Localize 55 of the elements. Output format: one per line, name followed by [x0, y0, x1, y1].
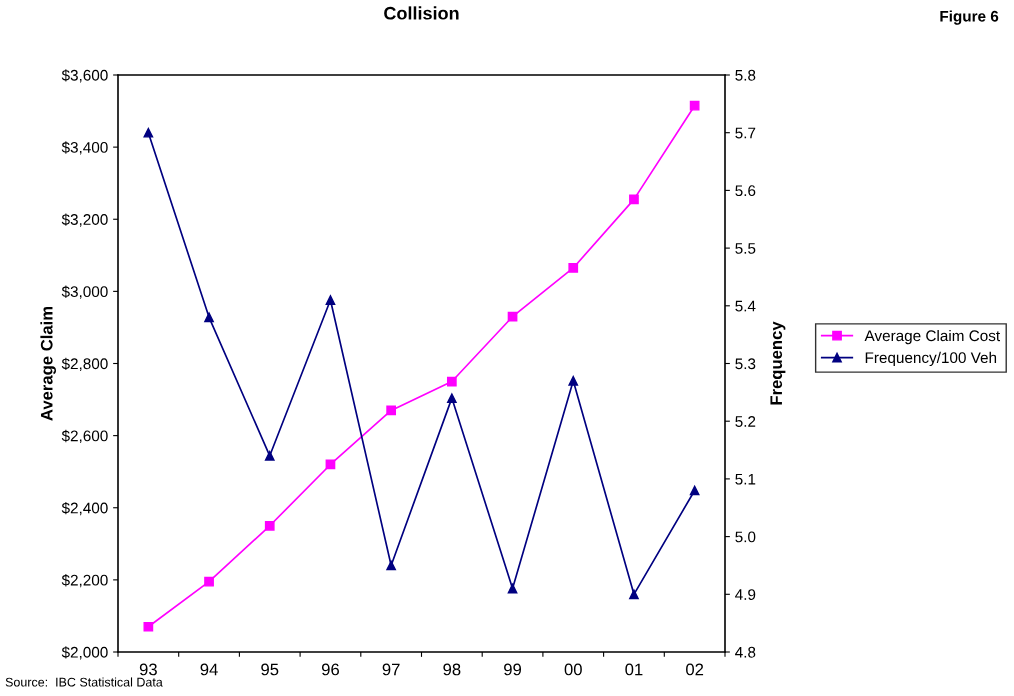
x-tick-label: 97	[382, 663, 400, 676]
x-tick-label: 96	[321, 663, 339, 676]
point	[446, 393, 457, 403]
x-tick-label: 94	[200, 663, 218, 676]
y-tick-label: $2,400	[61, 501, 108, 516]
y2-tick-label: 5.5	[735, 243, 756, 254]
x-tick-label: 02	[686, 663, 704, 676]
point	[204, 312, 214, 323]
y2-tick-label: 4.9	[735, 589, 756, 600]
point	[204, 576, 214, 587]
point	[446, 376, 457, 387]
chart-title: Collision	[384, 6, 459, 20]
point	[629, 194, 639, 205]
point	[689, 100, 700, 111]
x-tick-label: 93	[139, 663, 157, 676]
y2-tick-label: 5.2	[735, 416, 756, 427]
y-tick-label: $2,800	[61, 357, 108, 371]
y-tick-label: $3,000	[61, 285, 108, 299]
x-tick-label: 00	[564, 663, 582, 676]
y2-tick-label: 5.8	[735, 69, 756, 81]
y-tick-label: $2,200	[61, 574, 108, 588]
x-tick-label: 98	[443, 663, 461, 676]
y2-tick-label: 5.0	[735, 531, 756, 543]
point	[568, 375, 579, 386]
caption: Figure 6	[940, 10, 999, 25]
y2-axis-title: Frequency	[770, 321, 786, 405]
y2-tick-label: 5.1	[735, 473, 756, 485]
point	[386, 560, 397, 571]
x-tick-label: 99	[504, 663, 522, 676]
point	[689, 485, 700, 496]
y-tick-label: $2,600	[61, 429, 108, 444]
point	[507, 583, 518, 594]
point	[325, 295, 336, 305]
y2-tick-label: 5.6	[735, 185, 756, 197]
y-tick-label: $3,200	[61, 213, 108, 227]
point	[264, 520, 275, 531]
y2-tick-label: 4.8	[735, 646, 756, 658]
x-tick-label: 01	[625, 663, 643, 676]
y-tick-label: $3,600	[61, 69, 108, 83]
legend-label: Frequency/100 Veh	[865, 351, 997, 367]
point	[629, 589, 639, 600]
point	[143, 127, 154, 138]
x-tick-label: 95	[261, 663, 279, 676]
point	[264, 450, 275, 461]
legend-label: Average Claim Cost	[864, 329, 1000, 345]
y-axis-title: Average Claim	[40, 306, 56, 421]
point	[386, 405, 397, 416]
y2-tick-label: 5.3	[735, 358, 756, 370]
point	[143, 621, 154, 632]
y2-tick-label: 5.4	[735, 300, 756, 312]
source-note: Source: IBC Statistical Data	[5, 677, 163, 687]
y-tick-label: $3,400	[61, 141, 108, 155]
point	[568, 263, 579, 273]
y2-tick-label: 5.7	[735, 127, 756, 139]
y-tick-label: $2,000	[61, 646, 108, 660]
